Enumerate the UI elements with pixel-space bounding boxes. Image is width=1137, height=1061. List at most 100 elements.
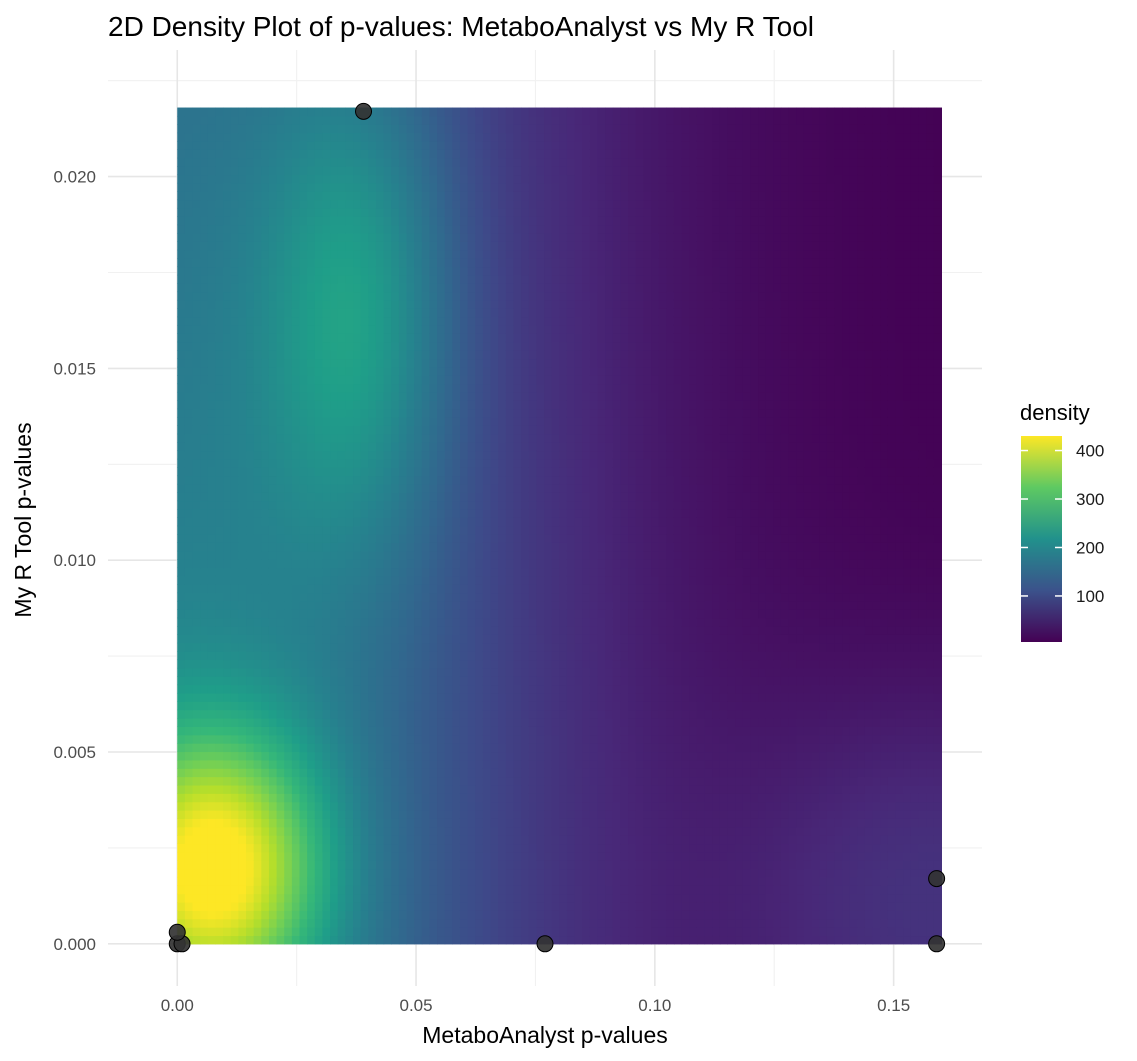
density-cell: [513, 534, 522, 543]
density-cell: [276, 199, 285, 209]
density-cell: [467, 818, 476, 828]
density-cell: [452, 291, 461, 301]
density-cell: [268, 492, 278, 502]
density-cell: [337, 341, 346, 351]
density-cell: [330, 575, 339, 585]
density-cell: [230, 634, 239, 644]
density-cell: [421, 517, 431, 527]
density-cell: [230, 626, 239, 635]
density-cell: [475, 743, 484, 753]
density-cell: [314, 776, 324, 786]
density-cell: [444, 249, 453, 259]
density-cell: [291, 383, 301, 393]
density-cell: [383, 442, 392, 452]
density-cell: [467, 718, 476, 727]
density-cell: [223, 626, 232, 635]
density-cell: [177, 140, 186, 150]
density-cell: [177, 534, 186, 543]
density-cell: [482, 383, 492, 393]
density-cell: [444, 718, 453, 727]
density-cell: [459, 885, 469, 895]
density-cell: [330, 642, 339, 652]
density-cell: [192, 851, 201, 861]
density-cell: [459, 927, 469, 937]
density-cell: [375, 191, 385, 201]
density-cell: [261, 350, 270, 360]
density-cell: [421, 575, 431, 585]
density-cell: [307, 559, 316, 569]
density-cell: [368, 584, 377, 594]
density-cell: [360, 433, 369, 443]
density-cell: [337, 667, 346, 677]
density-cell: [314, 207, 324, 217]
density-cell: [505, 851, 515, 861]
density-cell: [177, 266, 186, 276]
density-cell: [314, 475, 324, 485]
density-cell: [307, 107, 316, 117]
density-cell: [467, 475, 476, 485]
density-cell: [383, 492, 392, 502]
density-cell: [192, 483, 201, 493]
density-cell: [345, 442, 354, 452]
density-cell: [414, 124, 423, 134]
density-cell: [467, 759, 476, 769]
density-cell: [261, 676, 270, 686]
density-cell: [421, 684, 431, 694]
density-cell: [414, 492, 423, 502]
density-cell: [544, 442, 553, 452]
density-cell: [223, 759, 232, 769]
density-cell: [284, 199, 293, 209]
density-cell: [475, 835, 484, 845]
density-cell: [353, 475, 362, 485]
density-cell: [200, 191, 209, 201]
density-cell: [513, 358, 522, 368]
density-cell: [345, 559, 354, 569]
density-cell: [398, 575, 408, 585]
density-cell: [398, 166, 408, 176]
density-cell: [498, 584, 507, 594]
density-cell: [452, 927, 461, 937]
density-cell: [429, 500, 438, 510]
density-cell: [246, 391, 255, 401]
density-cell: [528, 458, 537, 468]
density-cell: [223, 651, 232, 661]
density-cell: [230, 416, 239, 426]
density-cell: [482, 182, 492, 192]
density-cell: [360, 617, 369, 627]
density-cell: [314, 784, 324, 794]
density-cell: [475, 358, 484, 368]
density-cell: [375, 901, 385, 911]
density-cell: [375, 391, 385, 401]
density-cell: [406, 115, 415, 125]
density-cell: [444, 818, 453, 828]
density-cell: [444, 383, 453, 393]
density-cell: [482, 291, 492, 301]
density-cell: [467, 115, 476, 125]
density-cell: [505, 140, 515, 150]
density-cell: [230, 768, 239, 778]
density-cell: [330, 291, 339, 301]
density-cell: [551, 617, 560, 627]
density-cell: [459, 734, 469, 744]
density-cell: [414, 107, 423, 117]
density-cell: [299, 508, 308, 518]
density-cell: [238, 199, 247, 209]
density-cell: [498, 935, 507, 945]
density-cell: [513, 734, 522, 744]
density-cell: [437, 600, 446, 610]
density-cell: [246, 341, 255, 351]
density-cell: [368, 901, 377, 911]
density-cell: [498, 400, 507, 410]
density-cell: [375, 224, 385, 234]
density-cell: [299, 726, 308, 736]
density-cell: [437, 333, 446, 343]
density-cell: [505, 500, 515, 510]
density-cell: [307, 743, 316, 753]
density-cell: [238, 140, 247, 150]
density-cell: [276, 592, 285, 602]
density-cell: [406, 684, 415, 694]
density-cell: [544, 734, 553, 744]
density-cell: [452, 316, 461, 326]
density-cell: [353, 174, 362, 184]
density-cell: [246, 759, 255, 769]
